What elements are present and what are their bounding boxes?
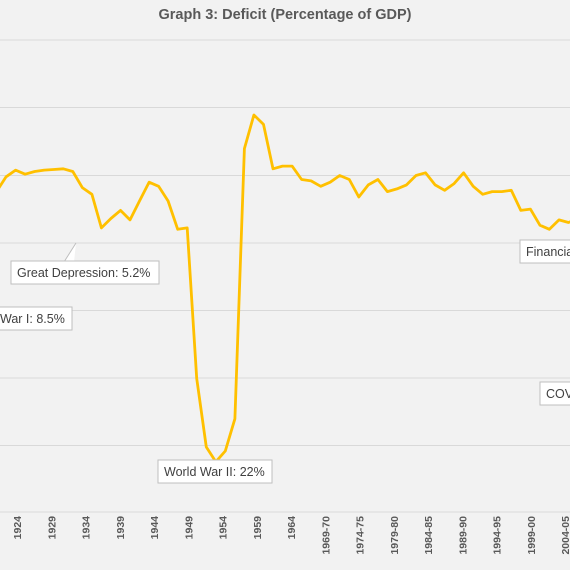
annotations-layer: Great Depression: 5.2% War I: 8.5% World W… <box>0 239 570 484</box>
annotation-label: Financia <box>526 245 570 259</box>
x-tick-label: 1929 <box>46 516 58 540</box>
annotation-box <box>10 260 160 285</box>
x-axis-tick-labels: 1924 1929 1934 1939 1944 1949 1954 1959 1964 1969… <box>12 516 570 555</box>
annotation-callout: Great Depression: 5.2% <box>10 260 160 285</box>
x-tick-label: 1944 <box>149 516 161 540</box>
chart-title: Graph 3: Deficit (Percentage of GDP) <box>158 7 412 23</box>
x-tick-label: 1959 <box>252 516 264 540</box>
annotation-callout: World War II: 22% <box>157 459 273 484</box>
annotation-leader <box>63 242 77 263</box>
x-tick-label: 1979-80 <box>389 516 401 555</box>
annotation-label: World War II: 22% <box>164 465 265 479</box>
x-tick-label: 1989-90 <box>457 516 469 555</box>
x-tick-label: 1964 <box>286 516 298 540</box>
x-tick-label: 1999-00 <box>526 516 538 555</box>
annotation-box <box>0 306 73 331</box>
annotation-box <box>539 381 570 406</box>
annotation-label: War I: 8.5% <box>0 312 65 326</box>
annotation-box <box>519 239 570 264</box>
x-tick-label: 1949 <box>183 516 195 540</box>
x-tick-label: 1974-75 <box>355 516 367 555</box>
x-tick-label: 1934 <box>81 516 93 540</box>
annotation-box <box>157 459 273 484</box>
x-tick-label: 2004-05 <box>560 516 570 555</box>
x-tick-label: 1939 <box>115 516 127 540</box>
annotation-callout: War I: 8.5% <box>0 306 73 331</box>
x-tick-label: 1954 <box>218 516 230 540</box>
annotation-label: COV <box>546 387 570 401</box>
x-tick-label: 1969-70 <box>320 516 332 555</box>
x-tick-label: 1984-85 <box>423 516 435 555</box>
series-layer <box>0 113 570 464</box>
annotation-callout: COV <box>539 381 570 406</box>
x-tick-label: 1924 <box>12 516 24 540</box>
annotation-callout: Financia <box>519 239 570 264</box>
series-line <box>0 113 570 464</box>
x-tick-label: 1994-95 <box>492 516 504 555</box>
gridlines <box>0 39 570 513</box>
annotation-label: Great Depression: 5.2% <box>17 266 150 280</box>
